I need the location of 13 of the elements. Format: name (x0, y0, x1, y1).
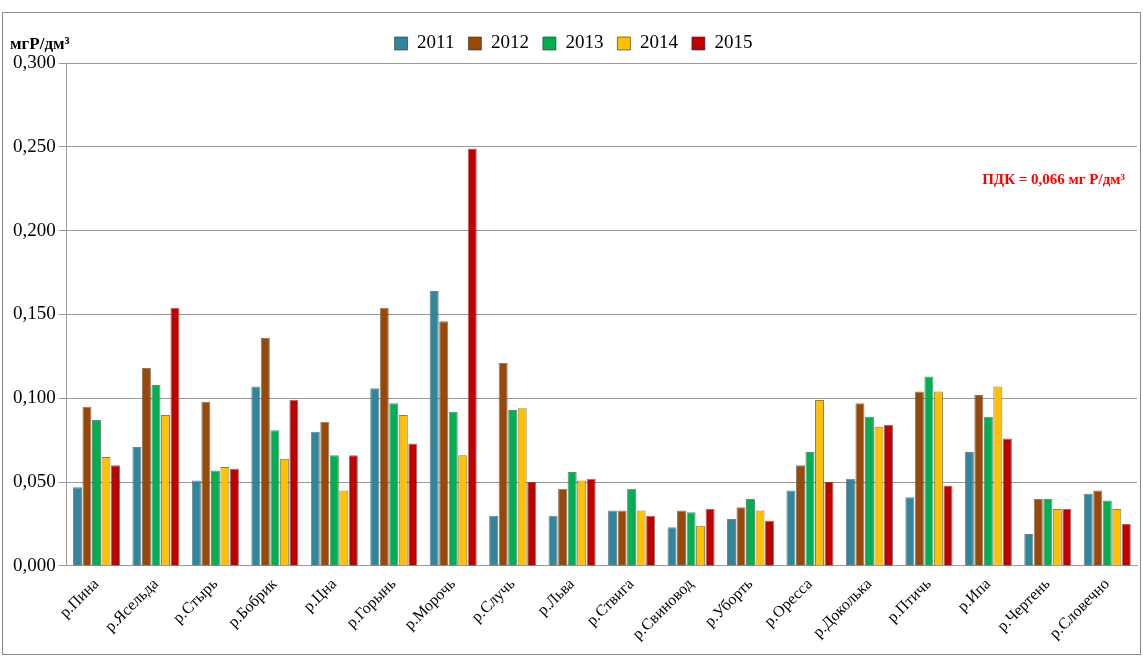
y-tick-label: 0,100 (13, 386, 56, 408)
annotation: ПДК = 0,066 мг Р/дм³ (982, 170, 1126, 187)
legend-label: 2012 (490, 31, 529, 53)
y-axis-title: мгР/дм³ (10, 34, 70, 53)
y-tick-label: 0,150 (13, 302, 56, 324)
y-tick-label: 0,050 (13, 470, 56, 492)
y-tick-label: 0,200 (13, 218, 56, 240)
y-tick-label: 0,000 (13, 553, 56, 575)
y-tick-label: 0,250 (13, 134, 56, 156)
legend-label: 2014 (639, 31, 679, 53)
legend-label: 2015 (714, 31, 753, 53)
legend-label: 2013 (565, 31, 604, 53)
legend-label: 2011 (417, 31, 455, 53)
